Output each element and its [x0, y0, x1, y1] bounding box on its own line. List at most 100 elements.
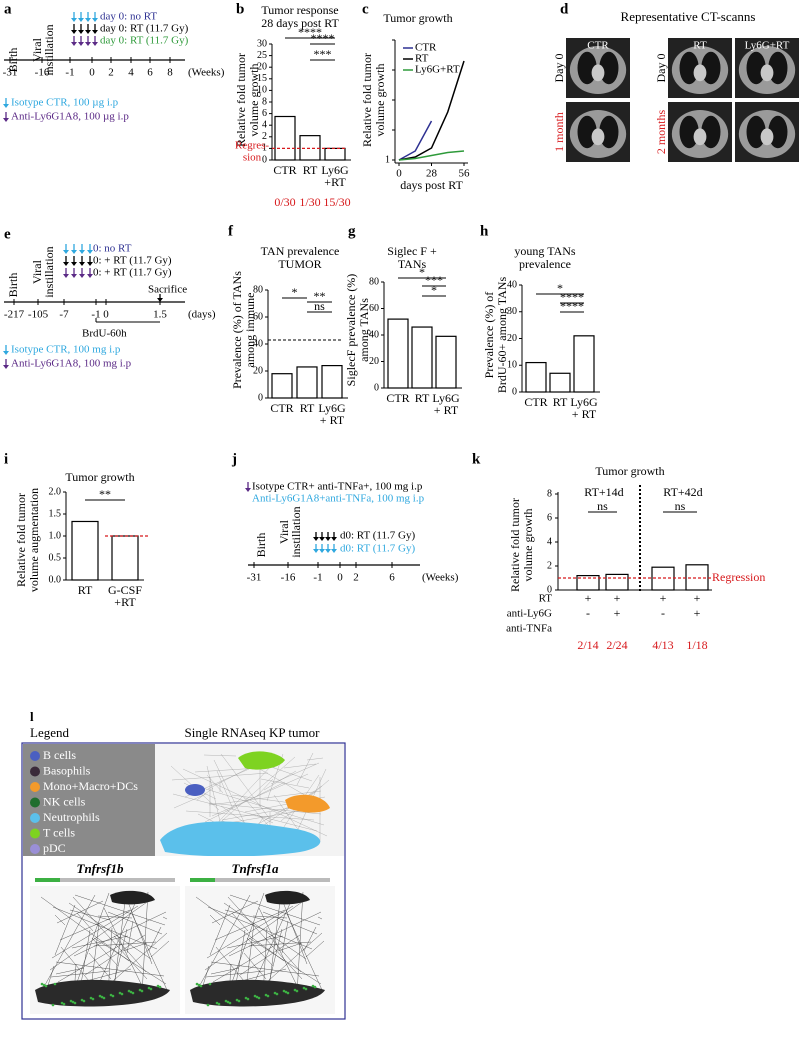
expression-dot [208, 982, 212, 986]
expression-dot [44, 984, 48, 988]
ct-lung [599, 51, 619, 85]
expression-dot [71, 1000, 75, 1004]
ct-lung [599, 115, 619, 149]
category-label: + RT [320, 413, 345, 427]
line [72, 896, 148, 980]
label: Anti-Ly6G1A8, 100 µg i.p [11, 111, 129, 123]
label: 0/30 [274, 195, 295, 209]
arrow [3, 365, 9, 369]
bar [324, 147, 346, 161]
significance: ** [314, 289, 326, 303]
panel-label: a [4, 1, 12, 17]
line [97, 915, 133, 919]
label: sion [243, 152, 262, 164]
label: Sacrifice [148, 284, 187, 296]
expression-dot [257, 996, 261, 1000]
category-label: Ly6G [321, 163, 349, 177]
expression-dot [195, 982, 199, 986]
line [263, 770, 297, 791]
expression-dot [89, 996, 93, 1000]
cluster [35, 979, 170, 1007]
y-tick-label: 10 [257, 85, 267, 96]
y-tick-label: 2 [262, 131, 267, 142]
arrow [331, 549, 337, 553]
expression-dot [69, 999, 73, 1003]
category-label: + RT [434, 403, 459, 417]
label: RT+14d [584, 485, 623, 499]
expression-dot [102, 996, 106, 1000]
panel-label: k [472, 451, 481, 467]
timeline-tick: 2 [108, 67, 114, 79]
line [40, 896, 130, 962]
label: Ly6G+RT [745, 40, 790, 52]
significance: **** [560, 299, 584, 313]
line [51, 905, 139, 959]
arrow [319, 537, 325, 541]
expression-dot [138, 988, 142, 992]
label: TANs [398, 257, 427, 271]
line [203, 754, 237, 757]
line [88, 952, 112, 980]
label: + [660, 591, 667, 605]
category-label: +RT [114, 595, 136, 609]
label: Birth [254, 533, 268, 558]
label: 1 [385, 154, 390, 165]
arrow [325, 549, 331, 553]
line [220, 753, 270, 819]
line [54, 914, 66, 926]
expression-dot [266, 994, 270, 998]
label: - [586, 606, 590, 620]
timeline-tick: 4 [128, 67, 134, 79]
panel-label: g [348, 223, 356, 239]
y-tick-label: 30 [257, 38, 267, 49]
significance: ns [314, 299, 325, 313]
expression-dot [284, 990, 288, 994]
ct-heart [760, 128, 774, 146]
arrow [71, 30, 77, 34]
line [195, 896, 285, 962]
ct-lung [746, 51, 766, 85]
line [245, 922, 255, 990]
line [281, 920, 289, 954]
y-tick-label: 80 [369, 276, 379, 287]
arrow [92, 18, 98, 22]
line [256, 778, 274, 797]
y-tick-label: 0 [262, 154, 267, 165]
label: Relative fold tumor [508, 498, 522, 592]
label: 0 [396, 168, 402, 180]
label: 56 [459, 168, 471, 180]
arrow [85, 42, 91, 46]
arrow [78, 42, 84, 46]
expression-dot [62, 1002, 66, 1006]
line [317, 916, 323, 920]
label: Isotype CTR, 100 mg i.p [11, 344, 121, 356]
ct-heart [591, 64, 605, 82]
line [212, 943, 278, 983]
series-line [398, 60, 465, 161]
label: among immune [243, 293, 257, 368]
arrow [92, 30, 98, 34]
y-tick-label: 25 [257, 50, 267, 61]
label: Single RNAseq KP tumor [185, 725, 321, 740]
timeline-tick: -105 [28, 309, 49, 321]
label: TAN prevalence [261, 244, 340, 258]
significance: *** [314, 47, 332, 61]
expression-dot [80, 998, 84, 1002]
label: RT [693, 40, 707, 52]
y-tick-label: 1.0 [49, 530, 62, 541]
expression-dot [246, 997, 250, 1001]
label: Tnfrsf1b [77, 861, 124, 876]
line [239, 934, 301, 976]
arrow [331, 537, 337, 541]
label: 0 [547, 584, 552, 595]
significance: ns [675, 499, 686, 513]
label: TUMOR [278, 257, 321, 271]
label: Representative CT-scanns [621, 9, 756, 24]
arrow [85, 30, 91, 34]
label: Tumor response [261, 3, 338, 17]
line [68, 902, 152, 960]
expression-dot [302, 986, 306, 990]
bar [274, 115, 296, 161]
ct-heart [693, 128, 707, 146]
line [267, 932, 323, 982]
